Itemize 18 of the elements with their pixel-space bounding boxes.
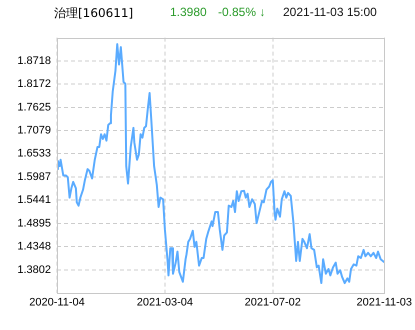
x-tick-label: 2021-07-02 xyxy=(244,296,301,309)
y-tick-label: 1.5441 xyxy=(17,194,51,206)
text: -0.85% ↓ xyxy=(218,5,266,19)
y-tick-label: 1.5987 xyxy=(17,170,51,183)
y-tick-label: 1.4895 xyxy=(17,217,51,230)
y-tick-label: 1.3802 xyxy=(17,264,51,276)
y-tick-label: 1.8172 xyxy=(17,78,51,90)
y-tick-label: 1.7079 xyxy=(17,124,51,137)
y-tick-label: 1.6533 xyxy=(17,148,51,160)
y-tick-label: 1.4348 xyxy=(17,240,51,253)
y-tick-label: 1.8718 xyxy=(17,54,51,67)
text: 2021-11-03 15:00 xyxy=(283,5,377,19)
chart-title: 治理[160611] xyxy=(54,5,134,22)
y-tick-label: 1.7625 xyxy=(17,101,51,114)
text: 1.3980 xyxy=(170,5,207,19)
x-tick-label: 2021-11-03 xyxy=(356,296,412,309)
x-tick-label: 2021-03-04 xyxy=(136,296,194,309)
x-tick-label: 2020-11-04 xyxy=(29,296,85,309)
